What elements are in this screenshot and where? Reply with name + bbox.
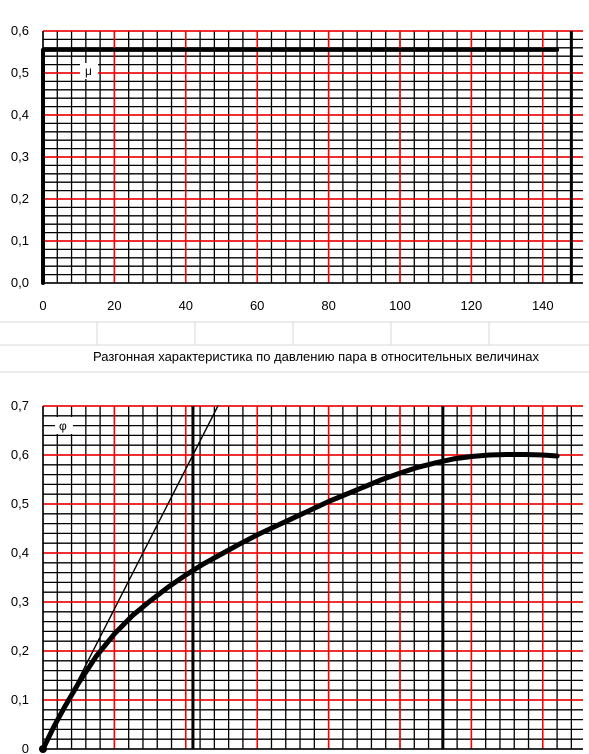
tangent-line [42, 405, 219, 750]
series-label-box [80, 63, 98, 79]
x-tick-label: 0 [39, 298, 46, 313]
y-tick-label: 0,2 [11, 643, 29, 658]
phi-chart: 0 0,1 0,2 0,3 0,4 0,5 0,6 0,7 φ [11, 398, 583, 754]
y-tick-label: 0,5 [11, 65, 29, 80]
y-tick-label: 0,3 [11, 149, 29, 164]
x-tick-label: 80 [321, 298, 335, 313]
x-tick-label: 60 [250, 298, 264, 313]
x-tick-label: 120 [461, 298, 483, 313]
y-tick-label: 0,5 [11, 496, 29, 511]
y-tick-label: 0,3 [11, 594, 29, 609]
series-line-phi [40, 452, 560, 752]
series-label-mu: μ [85, 64, 92, 78]
y-tick-label: 0,4 [11, 545, 29, 560]
series-marks [41, 31, 573, 285]
y-tick-label: 0,1 [11, 692, 29, 707]
minor-gridlines [42, 405, 583, 750]
red-gridlines [43, 405, 583, 749]
y-tick-label: 0,2 [11, 191, 29, 206]
separator-band [0, 321, 589, 373]
x-tick-label: 140 [532, 298, 554, 313]
chart-title: Разгонная характеристика по давлению пар… [93, 349, 539, 364]
series-line-mu [41, 47, 560, 285]
y-tick-label: 0,4 [11, 107, 29, 122]
y-tick-label: 0,0 [11, 275, 29, 290]
x-tick-label: 40 [179, 298, 193, 313]
red-gridlines [43, 30, 583, 283]
series-label-box [55, 417, 73, 434]
x-tick-label: 20 [107, 298, 121, 313]
series-marks [39, 405, 560, 753]
x-tick-label: 100 [389, 298, 411, 313]
y-tick-label: 0,6 [11, 447, 29, 462]
y-tick-label: 0,1 [11, 233, 29, 248]
y-tick-label: 0,6 [11, 23, 29, 38]
tick-labels: 0,0 0,1 0,2 0,3 0,4 0,5 0,6 0 20 40 60 80 100 120 140 [11, 23, 554, 313]
axes [42, 406, 583, 750]
tick-labels: 0 0,1 0,2 0,3 0,4 0,5 0,6 0,7 [11, 398, 29, 754]
series-label-phi: φ [59, 419, 67, 433]
mu-chart: 0,00,10,20,30,40,50,60 20 40 60 80 100 120 140 … [11, 23, 583, 313]
y-tick-label: 0,7 [11, 398, 29, 413]
y-tick-label: 0 [22, 741, 29, 754]
